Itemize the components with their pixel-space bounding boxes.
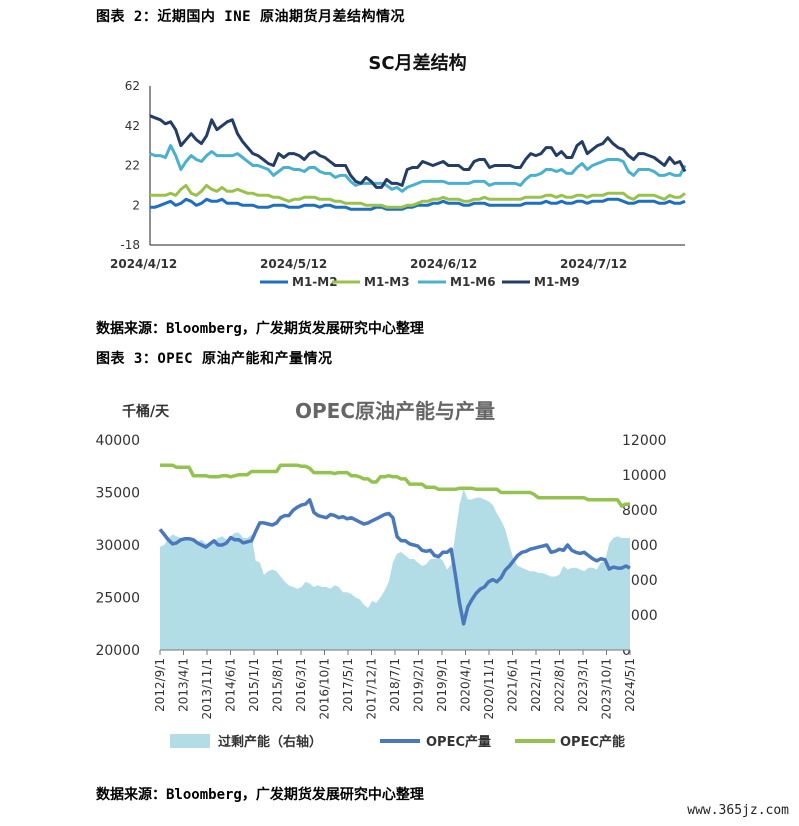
y-left-tick-label: 25000 [95,591,140,607]
y-tick-label: 62 [125,79,140,93]
figure-2-caption: 图表 2：近期国内 INE 原油期货月差结构情况 [96,9,405,25]
legend-label: M1-M2 [292,275,338,289]
chart-opec-capacity: OPEC原油产能与产量千桶/天4000035000300002500020000… [95,399,667,750]
y-right-tick-label: 4000 [622,573,658,589]
x-tick-label: 2019/9/1 [435,658,449,712]
legend-label: OPEC产量 [426,734,491,750]
x-tick-label: 2024/5/1 [623,658,637,712]
x-tick-label: 2024/7/12 [560,257,627,271]
x-tick-label: 2023/3/1 [576,658,590,712]
y-tick-label: 2 [132,198,140,212]
series-line-m1-m2 [150,197,686,211]
series-area-spare-capacity [160,489,630,650]
legend-label: M1-M3 [364,275,410,289]
x-tick-label: 2016/3/1 [294,658,308,712]
x-tick-label: 2020/11/1 [482,658,496,720]
x-tick-label: 2015/1/1 [247,658,261,712]
source-note-1: 数据来源：Bloomberg，广发期货发展研究中心整理 [96,321,424,337]
x-tick-label: 2023/10/1 [600,658,614,720]
series-line-opec-production [158,498,631,626]
y-tick-label: -18 [120,238,140,252]
source-note-2: 数据来源：Bloomberg，广发期货发展研究中心整理 [96,787,424,803]
y-right-tick-label: 2000 [622,608,658,624]
x-tick-label: 2022/8/1 [553,658,567,712]
x-tick-label: 2019/2/1 [412,658,426,712]
figure-3-caption: 图表 3：OPEC 原油产能和产量情况 [96,351,333,367]
y-left-tick-label: 40000 [95,433,140,449]
x-tick-label: 2017/5/1 [341,658,355,712]
x-tick-label: 2013/11/1 [200,658,214,720]
x-tick-label: 2015/8/1 [271,658,285,712]
y-right-tick-label: 0 [622,643,631,659]
y-axis-unit: 千桶/天 [122,403,170,420]
x-tick-label: 2020/4/1 [459,658,473,712]
x-tick-label: 2018/7/1 [388,658,402,712]
y-left-tick-label: 30000 [95,538,140,554]
series-line-m1-m6 [149,144,687,193]
x-tick-label: 2024/6/12 [410,257,477,271]
y-right-tick-label: 8000 [622,503,658,519]
legend-label: M1-M6 [450,275,496,289]
y-right-tick-label: 10000 [622,468,667,484]
chart-title: SC月差结构 [368,52,466,74]
legend-label: OPEC产能 [560,734,625,750]
x-tick-label: 2012/9/1 [153,658,167,712]
series-line-opec-capacity [160,463,630,508]
y-left-tick-label: 35000 [95,486,140,502]
series-line-m1-m3 [150,183,686,209]
x-tick-label: 2017/12/1 [365,658,379,720]
y-right-tick-label: 6000 [622,538,658,554]
chart-title: OPEC原油产能与产量 [295,399,495,423]
legend-label: 过剩产能（右轴） [218,734,322,750]
y-tick-label: 22 [125,159,140,173]
x-tick-label: 2022/1/1 [529,658,543,712]
y-tick-label: 42 [125,119,140,133]
x-tick-label: 2021/6/1 [506,658,520,712]
x-tick-label: 2014/6/1 [224,658,238,712]
x-tick-label: 2013/4/1 [177,658,191,712]
x-tick-label: 2016/10/1 [318,658,332,720]
legend-label: M1-M9 [534,275,580,289]
y-left-tick-label: 20000 [95,643,140,659]
watermark: www.365jz.com [687,803,789,818]
y-right-tick-label: 12000 [622,433,667,449]
legend-swatch-area [170,734,210,748]
x-tick-label: 2024/5/12 [260,257,327,271]
x-tick-label: 2024/4/12 [110,257,177,271]
series-line-m1-m9 [149,114,687,189]
